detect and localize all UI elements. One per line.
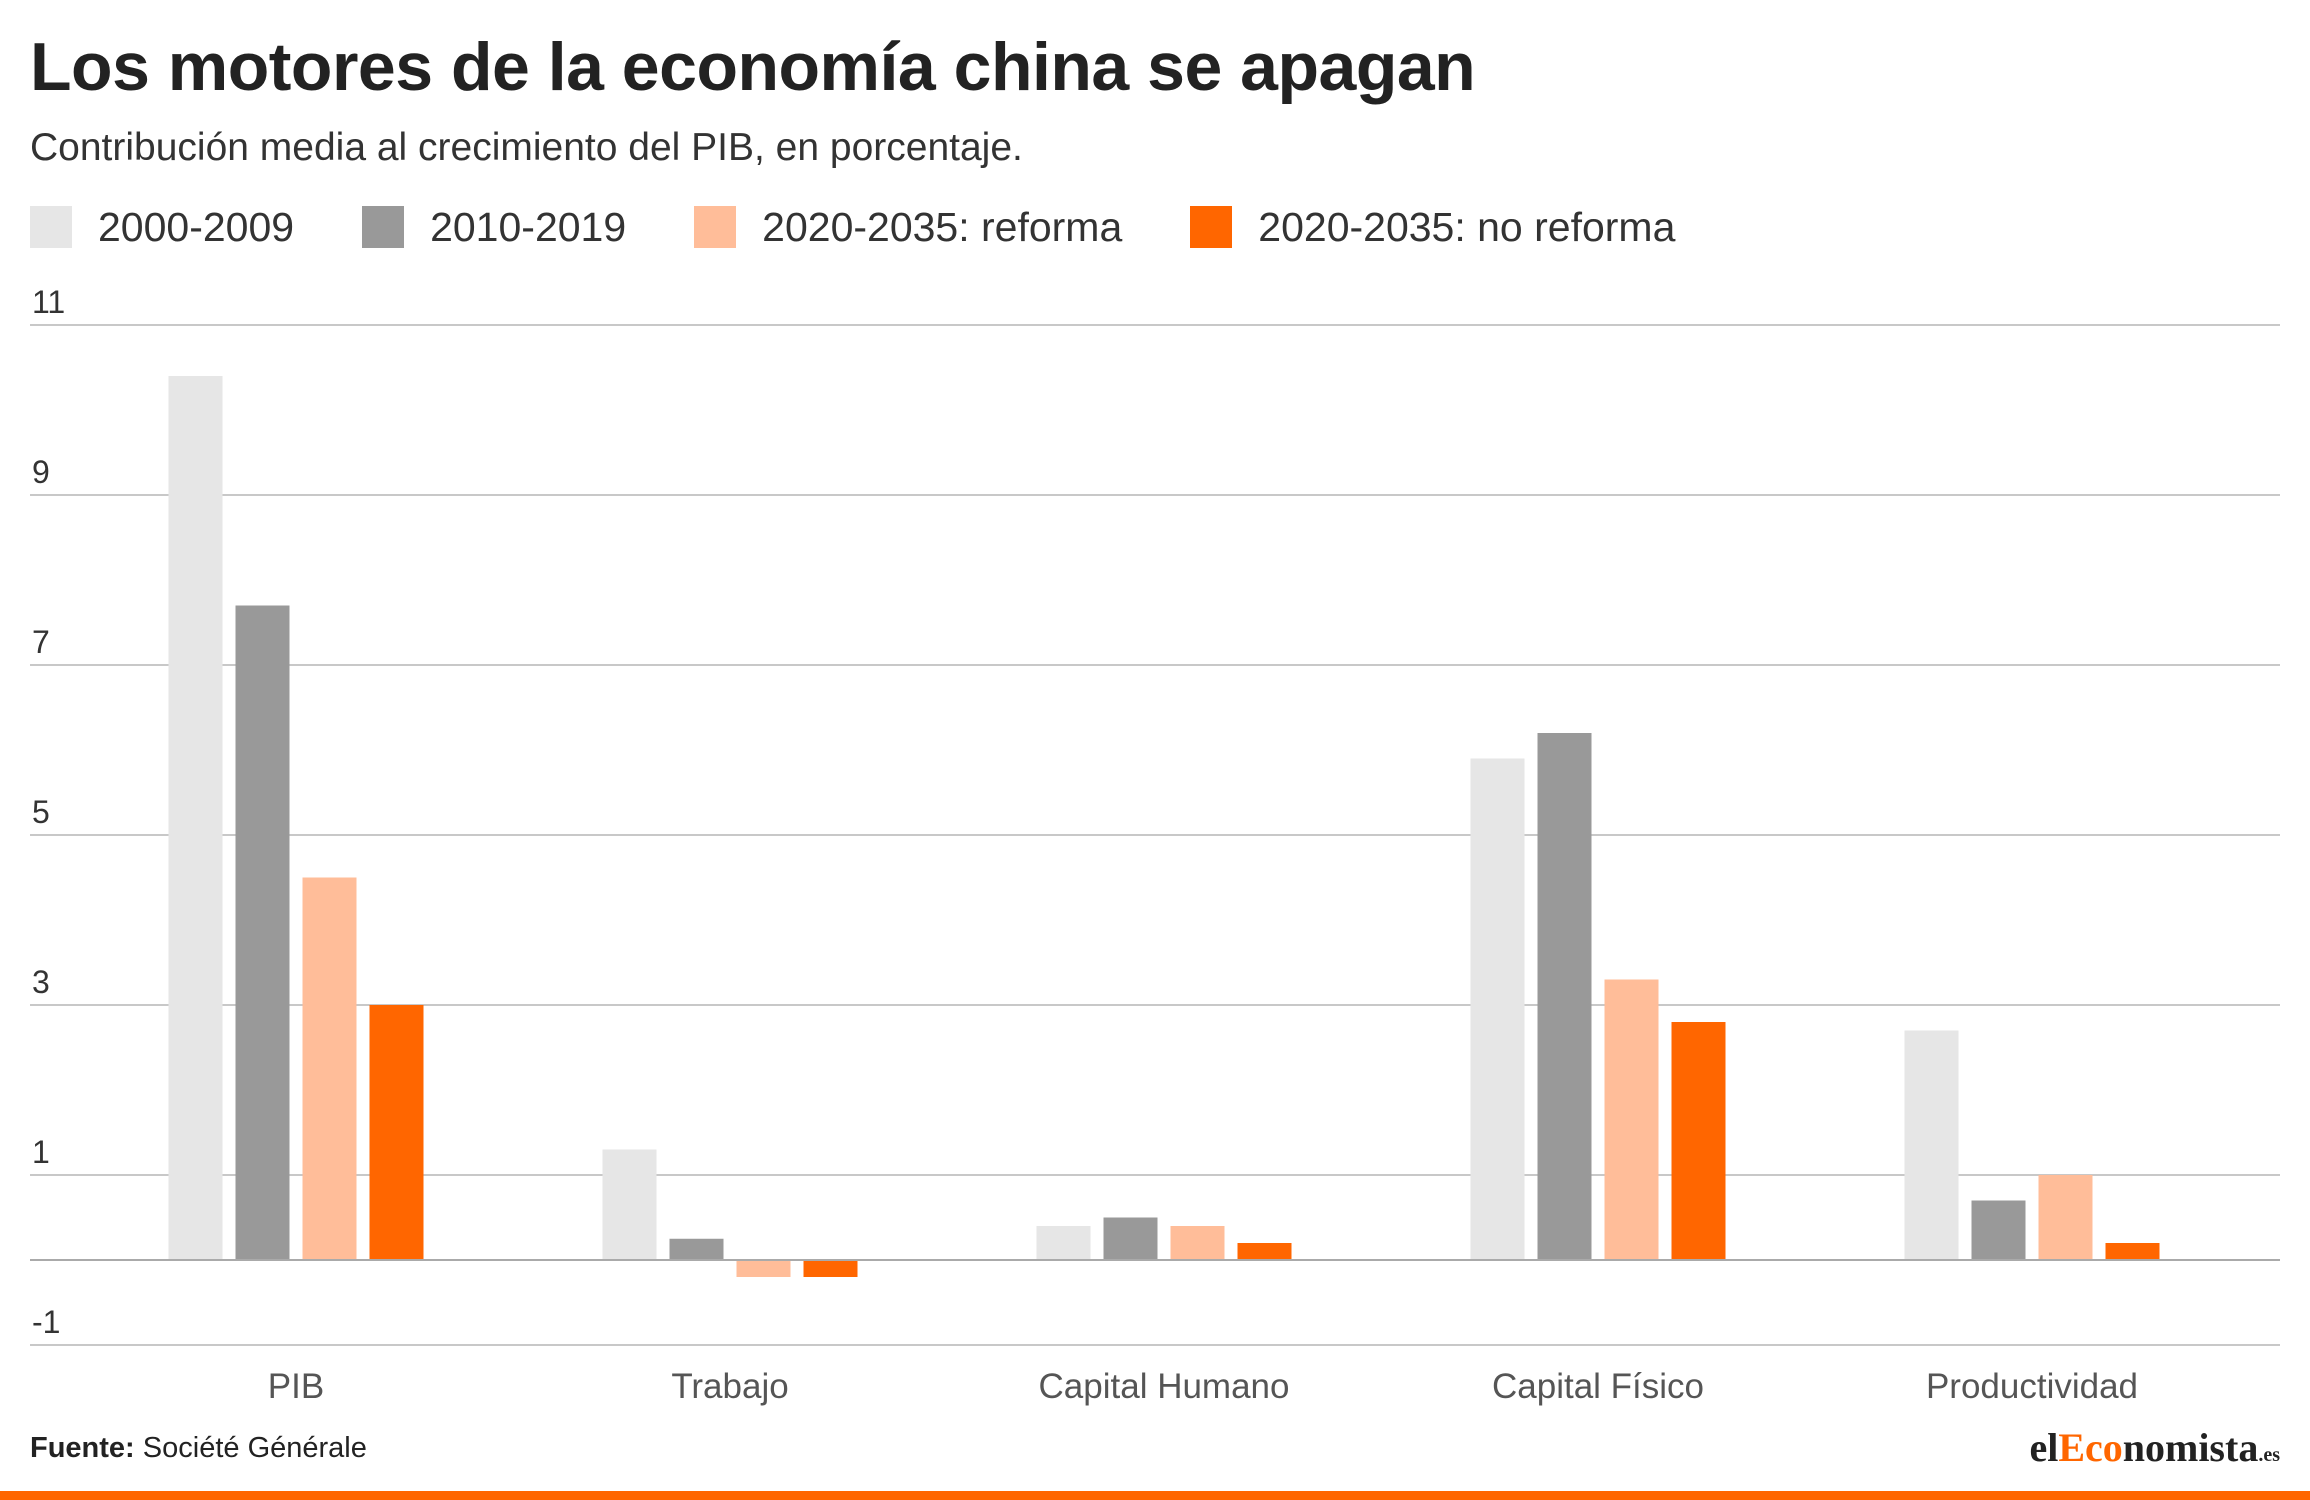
x-category-label: PIB bbox=[268, 1367, 324, 1406]
bar-capital-humano-series-1 bbox=[1103, 1217, 1158, 1260]
legend-label-reforma: 2020-2035: reforma bbox=[762, 203, 1123, 250]
legend-item-2010-2019: 2010-2019 bbox=[362, 204, 626, 251]
bar-capital-humano-series-0 bbox=[1036, 1226, 1091, 1260]
bar-trabajo-series-0 bbox=[602, 1149, 657, 1260]
brand-tld: .es bbox=[2258, 1444, 2280, 1466]
bar-trabajo-series-2 bbox=[736, 1260, 791, 1277]
bar-chart: 11 9 7 5 3 1 -1 PIB Trabajo Capital Humano Capita… bbox=[30, 284, 2280, 1406]
grid-lines bbox=[30, 324, 2280, 1346]
bar-pib-series-2 bbox=[302, 877, 357, 1260]
bar-pib-series-3 bbox=[369, 1005, 424, 1260]
legend-label-2000-2009: 2000-2009 bbox=[98, 203, 295, 250]
y-tick-label: 1 bbox=[32, 1134, 50, 1170]
bar-capital-humano-series-3 bbox=[1237, 1243, 1292, 1260]
x-category-label: Capital Físico bbox=[1492, 1367, 1704, 1406]
bar-capital-físico-series-3 bbox=[1671, 1022, 1726, 1260]
bar-capital-físico-series-2 bbox=[1604, 979, 1659, 1260]
chart-legend: 2000-2009 2010-2019 2020-2035: reforma 2… bbox=[30, 202, 1743, 252]
bar-capital-humano-series-2 bbox=[1170, 1226, 1225, 1260]
brand-prefix: el bbox=[2029, 1425, 2059, 1470]
legend-swatch-no-reforma bbox=[1190, 206, 1233, 248]
y-axis-ticks: 11 9 7 5 3 1 -1 bbox=[32, 284, 65, 1340]
bar-trabajo-series-3 bbox=[803, 1260, 858, 1277]
brand-suffix: nomista bbox=[2122, 1425, 2259, 1470]
brand-logo: elEconomista.es bbox=[2029, 1424, 2280, 1471]
bar-pib-series-1 bbox=[235, 605, 290, 1260]
x-category-label: Capital Humano bbox=[1039, 1367, 1290, 1406]
x-axis-categories: PIB Trabajo Capital Humano Capital Físico Pr… bbox=[268, 1367, 2138, 1406]
legend-swatch-2010-2019 bbox=[362, 206, 405, 248]
y-tick-label: 3 bbox=[32, 964, 50, 1000]
bar-productividad-series-1 bbox=[1971, 1200, 2026, 1260]
bar-pib-series-0 bbox=[168, 376, 223, 1260]
y-tick-label: 9 bbox=[32, 454, 50, 490]
legend-label-2010-2019: 2010-2019 bbox=[430, 203, 627, 250]
legend-item-2000-2009: 2000-2009 bbox=[30, 204, 294, 251]
bar-capital-físico-series-1 bbox=[1537, 733, 1592, 1260]
legend-label-no-reforma: 2020-2035: no reforma bbox=[1258, 203, 1676, 250]
source-value: Société Générale bbox=[142, 1432, 367, 1464]
bar-productividad-series-3 bbox=[2105, 1243, 2160, 1260]
x-category-label: Trabajo bbox=[671, 1367, 788, 1406]
y-tick-label: 7 bbox=[32, 624, 50, 660]
bar-productividad-series-2 bbox=[2038, 1175, 2093, 1260]
legend-swatch-2000-2009 bbox=[30, 206, 72, 248]
bar-capital-físico-series-0 bbox=[1470, 758, 1525, 1260]
source-label: Fuente: bbox=[30, 1432, 135, 1464]
legend-item-reforma: 2020-2035: reforma bbox=[694, 204, 1122, 251]
source-note: Fuente: Société Générale bbox=[30, 1432, 367, 1465]
y-tick-label: -1 bbox=[32, 1304, 60, 1340]
bar-productividad-series-0 bbox=[1904, 1030, 1959, 1260]
brand-highlight: Eco bbox=[2058, 1425, 2123, 1470]
chart-title: Los motores de la economía china se apag… bbox=[30, 29, 1476, 105]
y-tick-label: 11 bbox=[32, 284, 65, 320]
legend-swatch-reforma bbox=[694, 206, 737, 248]
bars bbox=[168, 376, 2160, 1277]
legend-item-no-reforma: 2020-2035: no reforma bbox=[1190, 204, 1675, 251]
bottom-accent-bar bbox=[0, 1491, 2310, 1500]
bar-trabajo-series-1 bbox=[669, 1238, 724, 1260]
chart-subtitle: Contribución media al crecimiento del PI… bbox=[30, 126, 1023, 169]
y-tick-label: 5 bbox=[32, 794, 50, 830]
x-category-label: Productividad bbox=[1926, 1367, 2138, 1406]
